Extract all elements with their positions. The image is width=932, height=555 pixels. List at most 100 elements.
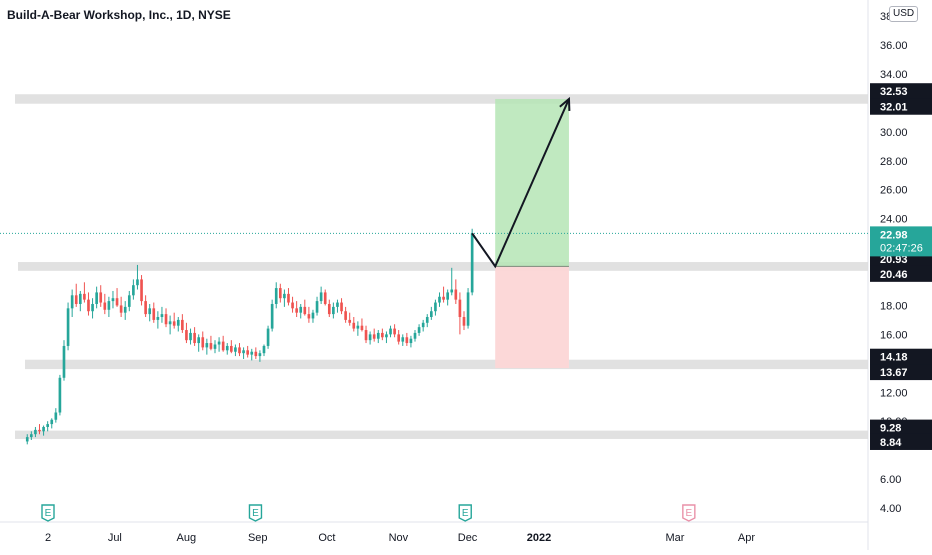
candle (299, 306, 303, 313)
earnings-marker-label: E (462, 508, 469, 519)
position-layer[interactable] (495, 98, 569, 369)
candle (434, 302, 437, 312)
candle (421, 322, 425, 328)
candle (258, 353, 262, 357)
y-tick-label: 30.00 (880, 127, 908, 139)
candle (42, 426, 45, 432)
candle (176, 319, 180, 326)
x-tick-label: Aug (177, 532, 197, 544)
candle (221, 341, 225, 351)
candle (319, 292, 323, 302)
candle (201, 337, 205, 348)
candle (417, 327, 421, 333)
candle (372, 334, 376, 339)
candle (193, 332, 196, 344)
candle (364, 330, 368, 341)
earnings-marker-label: E (685, 508, 692, 519)
candle (132, 285, 135, 296)
arrow-head (559, 96, 571, 111)
candle (397, 334, 401, 342)
x-axis[interactable]: 2 Jul Aug Sep Oct Nov Dec 2022 Mar Apr (45, 532, 755, 544)
price-label: 14.18 (880, 352, 908, 364)
x-tick-label: Oct (318, 532, 335, 544)
candle (46, 424, 49, 427)
candle (140, 279, 143, 302)
candle (164, 314, 168, 325)
price-labels-layer: 32.53 32.01 20.93 20.46 14.18 13.67 9.28 8.84 22… (870, 83, 932, 450)
y-tick-label: 36.00 (880, 40, 908, 52)
chart-title: Build-A-Bear Workshop, Inc., 1D, NYSE (7, 8, 231, 22)
candle (295, 308, 298, 313)
price-label: 32.01 (880, 102, 908, 114)
candle (107, 301, 111, 310)
candle (103, 302, 107, 310)
candle (217, 341, 221, 345)
y-tick-label: 34.00 (880, 69, 908, 81)
earnings-marker-label: E (252, 508, 259, 519)
x-tick-label: Mar (666, 532, 685, 544)
candle (336, 302, 339, 307)
candle (409, 338, 413, 344)
countdown-label: 02:47:26 (880, 242, 923, 254)
stop-zone (495, 266, 569, 369)
candle (78, 293, 82, 304)
candle (425, 317, 429, 323)
candle-layer (0, 228, 868, 445)
candle (368, 334, 372, 341)
candle (393, 328, 396, 335)
candle (95, 292, 98, 304)
candle (323, 292, 327, 304)
candle (144, 301, 147, 315)
candle (189, 332, 192, 341)
candle (168, 321, 172, 325)
candle (352, 322, 356, 329)
candle (266, 328, 270, 346)
candle (446, 292, 449, 300)
earnings-marker-icon (41, 504, 55, 522)
candle (315, 301, 319, 313)
projection-layer[interactable] (471, 96, 571, 269)
candle (278, 288, 282, 299)
x-tick-label: Nov (389, 532, 409, 544)
candle (127, 295, 131, 307)
y-tick-label: 16.00 (880, 329, 908, 341)
candle (197, 337, 201, 344)
zone-band (25, 359, 868, 370)
zone-layer (15, 94, 868, 439)
candle (123, 306, 127, 313)
candle (74, 295, 78, 304)
y-axis[interactable]: 38.0036.0034.0030.0028.0026.0024.0018.00… (880, 11, 908, 515)
candle (250, 351, 254, 355)
candle (25, 437, 29, 442)
candle (344, 311, 347, 320)
price-label: 20.93 (880, 254, 908, 266)
price-label-box (870, 98, 932, 115)
candle (332, 306, 335, 315)
candle (401, 337, 405, 342)
candle (311, 312, 315, 319)
candle (30, 434, 33, 438)
candle (413, 332, 417, 339)
candle (225, 345, 229, 351)
price-label-box (870, 433, 932, 450)
candle (466, 292, 470, 326)
candle (442, 296, 445, 300)
candle (303, 306, 307, 315)
y-tick-label: 26.00 (880, 185, 908, 197)
candle (152, 308, 156, 320)
zone-band (15, 430, 868, 439)
candle (234, 347, 237, 352)
candle (87, 299, 90, 312)
candle (91, 303, 94, 312)
candle (327, 303, 331, 315)
candle (438, 296, 441, 303)
candle (385, 334, 388, 338)
price-label-box (870, 419, 932, 436)
current-price-box (870, 226, 932, 257)
earnings-marker-icon (682, 504, 696, 522)
currency-badge[interactable]: USD (889, 6, 919, 22)
price-label: 32.53 (880, 86, 908, 98)
